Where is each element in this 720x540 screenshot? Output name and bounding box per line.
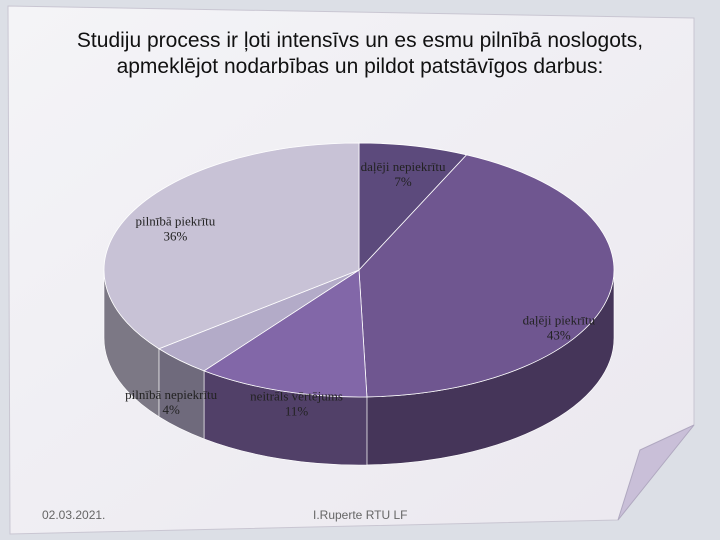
page-curl (617, 424, 695, 521)
data-label-value: 7% (394, 174, 412, 189)
data-label-value: 43% (547, 327, 571, 342)
footer-author: I.Ruperte RTU LF (313, 508, 408, 522)
data-label-name: daļēji piekrītu (523, 312, 596, 327)
data-label-name: pilnībā nepiekrītu (125, 387, 218, 402)
footer-date: 02.03.2021. (42, 508, 106, 522)
data-label-name: neitrāls vērtējums (250, 389, 343, 404)
data-label-name: daļēji nepiekrītu (361, 159, 446, 174)
data-label-value: 4% (162, 402, 180, 417)
data-label-value: 11% (285, 404, 309, 419)
slice (103, 142, 360, 350)
data-label-name: pilnībā piekrītu (136, 214, 216, 229)
slice (358, 142, 468, 272)
chart-title: Studiju process ir ļoti intensīvs un es … (76, 29, 644, 78)
slice (358, 154, 615, 398)
slice (203, 269, 368, 398)
data-label-value: 36% (163, 229, 187, 244)
